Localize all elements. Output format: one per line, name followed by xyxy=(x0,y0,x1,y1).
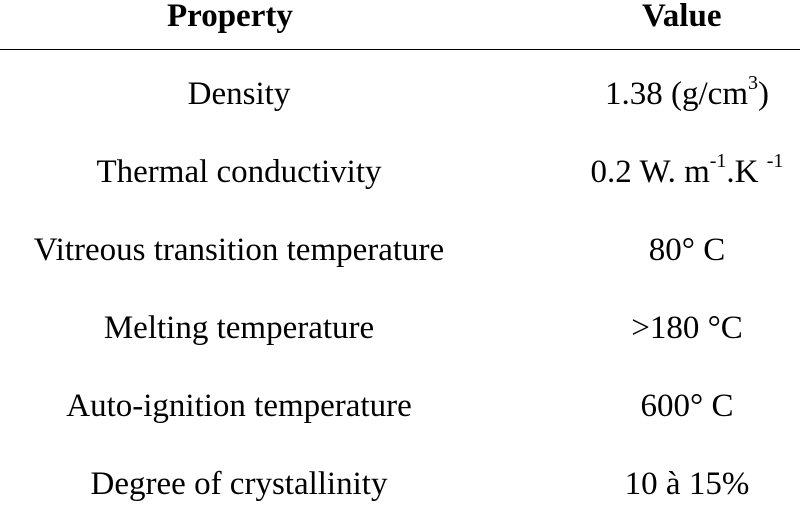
table-header-row: Property Value xyxy=(0,0,800,38)
value-text: 0.2 W. m xyxy=(590,154,710,190)
value-text: ) xyxy=(757,76,769,112)
value-text: 1.38 (g/cm xyxy=(605,76,748,112)
table-row: Auto-ignition temperature 600° C xyxy=(0,384,800,428)
value-text: .K xyxy=(726,154,767,190)
superscript: -1 xyxy=(709,150,727,172)
header-property: Property xyxy=(167,0,293,34)
value-cell: 1.38 (g/cm3) xyxy=(605,72,769,120)
value-cell: 600° C xyxy=(640,388,734,424)
property-cell: Density xyxy=(187,76,291,112)
property-cell: Melting temperature xyxy=(103,310,375,346)
value-cell: 80° C xyxy=(648,232,726,268)
property-cell: Thermal conductivity xyxy=(96,154,382,190)
table-row: Density 1.38 (g/cm3) xyxy=(0,72,800,116)
table-row: Thermal conductivity 0.2 W. m-1.K -1 xyxy=(0,150,800,194)
property-cell: Auto-ignition temperature xyxy=(66,388,412,424)
value-cell: >180 °C xyxy=(631,310,743,346)
value-cell: 0.2 W. m-1.K -1 xyxy=(591,150,784,198)
superscript: 3 xyxy=(747,72,758,94)
header-value: Value xyxy=(642,0,722,34)
property-cell: Vitreous transition temperature xyxy=(33,232,445,268)
value-cell: 10 à 15% xyxy=(624,466,750,502)
property-cell: Degree of crystallinity xyxy=(90,466,388,502)
table-row: Vitreous transition temperature 80° C xyxy=(0,228,800,272)
table-row: Degree of crystallinity 10 à 15% xyxy=(0,462,800,506)
table-row: Melting temperature >180 °C xyxy=(0,306,800,350)
superscript: -1 xyxy=(766,150,784,172)
header-divider xyxy=(0,49,800,50)
